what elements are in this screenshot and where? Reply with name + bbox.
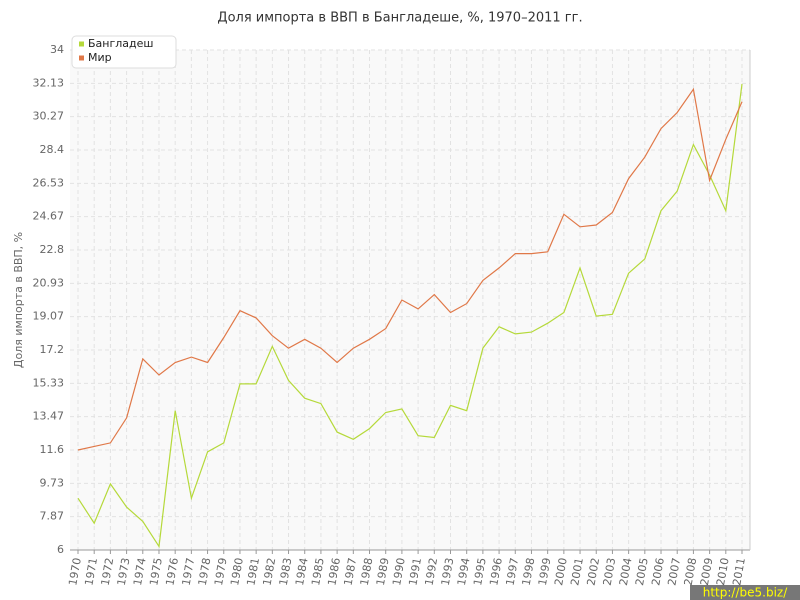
- x-tick-label: 1973: [115, 557, 133, 587]
- chart-title: Доля импорта в ВВП в Бангладеше, %, 1970…: [217, 11, 582, 26]
- watermark: http://be5.biz/: [703, 586, 788, 600]
- x-tick-label: 2005: [633, 557, 651, 587]
- x-tick-label: 1995: [471, 557, 489, 587]
- y-axis-label: Доля импорта в ВВП, %: [12, 232, 25, 368]
- x-tick-label: 1985: [309, 557, 327, 587]
- y-tick-label: 22.8: [40, 243, 65, 256]
- y-tick-label: 24.67: [33, 210, 65, 223]
- x-tick-label: 2011: [730, 557, 748, 587]
- y-tick-label: 17.2: [40, 343, 65, 356]
- x-tick-label: 1988: [358, 557, 376, 587]
- x-tick-label: 2001: [568, 557, 586, 587]
- x-tick-label: 1987: [342, 557, 360, 587]
- x-tick-label: 2006: [649, 557, 667, 587]
- x-tick-label: 1981: [244, 557, 262, 587]
- x-tick-label: 1993: [439, 557, 457, 587]
- x-tick-label: 1974: [131, 557, 149, 587]
- x-tick-label: 1997: [504, 557, 522, 587]
- x-tick-label: 1971: [82, 557, 100, 587]
- x-tick-label: 1970: [66, 557, 84, 587]
- x-tick-label: 2008: [682, 557, 700, 587]
- y-tick-label: 15.33: [33, 376, 65, 389]
- series-line: [77, 83, 743, 549]
- y-tick-label: 34: [50, 43, 64, 56]
- legend-swatch: [79, 55, 84, 61]
- y-tick-label: 7.87: [40, 510, 65, 523]
- x-tick-label: 2002: [584, 557, 602, 587]
- x-tick-label: 1996: [487, 557, 505, 587]
- legend-box: [71, 35, 177, 69]
- grid: [70, 49, 750, 551]
- x-tick-label: 2004: [617, 557, 635, 587]
- y-tick-label: 11.6: [40, 443, 65, 456]
- lines: [77, 83, 743, 549]
- plot-area: [70, 50, 750, 550]
- legend-label: Бангладеш: [88, 37, 153, 50]
- y-tick-label: 28.4: [40, 143, 65, 156]
- x-tick-label: 1994: [455, 557, 473, 587]
- x-tick-label: 1984: [293, 557, 311, 587]
- x-tick-label: 1998: [520, 557, 538, 587]
- y-tick-label: 30.27: [33, 110, 65, 123]
- x-tick-label: 1978: [196, 557, 214, 587]
- x-tick-label: 1979: [212, 557, 230, 587]
- x-tick-label: 1982: [261, 557, 279, 587]
- y-tick-label: 26.53: [33, 176, 65, 189]
- y-tick-label: 13.47: [33, 410, 65, 423]
- x-tick-label: 1999: [536, 557, 554, 587]
- legend-label: Мир: [88, 51, 112, 64]
- y-tick-label: 20.93: [33, 276, 65, 289]
- x-tick-label: 2010: [714, 557, 732, 587]
- y-tick-label: 9.73: [40, 476, 65, 489]
- y-tick-label: 19.07: [33, 310, 65, 323]
- x-tick-label: 2009: [698, 557, 716, 587]
- x-tick-label: 1976: [163, 557, 181, 587]
- watermark-bg: [690, 585, 800, 600]
- y-tick-label: 6: [57, 543, 64, 556]
- x-tick-label: 1972: [99, 557, 117, 587]
- x-tick-label: 2000: [552, 557, 570, 587]
- legend-swatch: [79, 41, 84, 47]
- x-tick-label: 1991: [406, 557, 424, 587]
- x-tick-label: 1980: [228, 557, 246, 587]
- series-line: [77, 87, 743, 451]
- x-tick-label: 1990: [390, 557, 408, 587]
- x-tick-label: 1983: [277, 557, 295, 587]
- x-tick-label: 2007: [665, 557, 683, 587]
- x-tick-label: 1992: [423, 557, 441, 587]
- x-tick-label: 1989: [374, 557, 392, 587]
- x-tick-label: 1975: [147, 557, 165, 587]
- y-tick-label: 32.13: [33, 76, 65, 89]
- x-tick-label: 2003: [601, 557, 619, 587]
- x-tick-label: 1986: [325, 557, 343, 587]
- x-tick-label: 1977: [180, 557, 198, 587]
